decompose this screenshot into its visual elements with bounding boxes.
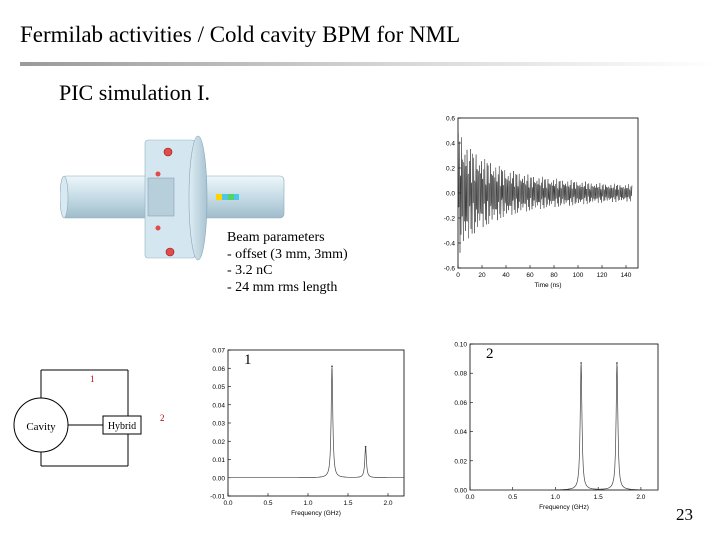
y-tick-label: 0.05 [212, 384, 225, 391]
x-tick-label: 20 [478, 272, 486, 279]
x-tick-label: 0 [456, 272, 460, 279]
y-tick-label: 0.00 [212, 475, 225, 482]
y-tick-label: 0.01 [212, 457, 225, 464]
cavity-symbol [13, 397, 69, 453]
bunch-2 [222, 194, 228, 200]
x-tick-label: 2.0 [383, 500, 392, 507]
x-tick-label: 140 [621, 272, 632, 279]
x-tick-label: 1.5 [343, 500, 352, 507]
beam-parameter-length: - 24 mm rms length [227, 279, 338, 295]
beam-parameters-heading: Beam parameters [227, 230, 325, 245]
hybrid-label: Hybrid [108, 421, 136, 432]
signal-trace [457, 133, 633, 253]
spectrum-peak [616, 362, 618, 364]
bunch-1 [216, 194, 222, 200]
slide-title: Fermilab activities / Cold cavity BPM fo… [20, 22, 461, 47]
x-tick-label: 100 [573, 272, 584, 279]
x-tick-label: 1.0 [551, 494, 560, 501]
y-tick-label: 0.6 [446, 116, 455, 123]
x-tick-label: 60 [526, 272, 534, 279]
cavity-flange [188, 135, 208, 261]
y-tick-label: 0.06 [454, 400, 467, 407]
y-tick-label: 0.2 [446, 166, 455, 173]
y-tick-label: 0.03 [212, 421, 225, 428]
y-tick-label: 0.04 [212, 402, 225, 409]
beam-parameter-charge: - 3.2 nC [227, 263, 273, 278]
x-axis-label: Time (ns) [534, 282, 561, 289]
spectrum-peak [331, 365, 333, 368]
y-tick-label: 0.10 [454, 342, 467, 349]
y-tick-label: 0.00 [454, 488, 467, 495]
plot-area [469, 343, 659, 491]
coupler-port [165, 247, 175, 257]
beam-parameters: Beam parameters - offset (3 mm, 3mm) - 3… [227, 230, 348, 296]
x-axis-label: Frequency (GHz) [291, 510, 341, 517]
coupler-port [155, 225, 161, 231]
x-tick-label: 0.5 [508, 494, 517, 501]
spectrum-chart-port-1: 0.070.060.050.040.030.020.010.00-0.010.0… [210, 348, 405, 517]
spectrum-chart-port-2: 0.10 0.08 0.06 0.04 0.02 0.000.0 0.5 1.0 1.5 2.0 F… [454, 342, 659, 511]
y-tick-label: 0.07 [212, 348, 225, 355]
plot-marker-label: 2 [486, 346, 494, 362]
pipe-end [60, 175, 69, 219]
y-tick-label: -0.6 [444, 266, 456, 273]
y-tick-label: 0.4 [446, 141, 455, 148]
spectrum-trace [470, 363, 658, 491]
cavity-hybrid-schematic: Cavity Hybrid 1 2 [13, 369, 165, 467]
y-tick-label: -0.01 [210, 494, 225, 501]
x-tick-label: 1.5 [594, 494, 603, 501]
time-domain-chart: 0.6 0.4 0.2 0.0 -0.2 -0.4 -0.60 20 40 60 80 100 120 1… [444, 116, 639, 289]
spectrum-peak [580, 362, 582, 364]
y-tick-label: 0.02 [212, 439, 225, 446]
coupler-port [155, 171, 161, 177]
cavity-label: Cavity [26, 421, 56, 433]
coupler-slot [147, 177, 175, 217]
y-tick-label: 0.04 [454, 429, 467, 436]
y-tick-label: -0.4 [444, 241, 456, 248]
bunch-4 [234, 194, 239, 200]
hybrid-symbol [102, 415, 142, 435]
y-tick-label: 0.02 [454, 458, 467, 465]
x-axis-label: Frequency (GHz) [539, 504, 589, 511]
x-tick-label: 80 [550, 272, 558, 279]
plot-area [227, 349, 405, 497]
x-tick-label: 1.0 [303, 500, 312, 507]
y-tick-label: 0.08 [454, 371, 467, 378]
page-number: 23 [676, 505, 693, 524]
bunch-3 [228, 194, 234, 200]
x-tick-label: 120 [597, 272, 608, 279]
x-tick-label: 0.5 [263, 500, 272, 507]
cavity-bpm-rendering [60, 135, 285, 261]
x-tick-label: 0.0 [223, 500, 232, 507]
spectrum-peak [364, 445, 367, 448]
coupler-port [163, 147, 173, 157]
x-tick-label: 40 [502, 272, 510, 279]
plot-marker-label: 1 [244, 352, 252, 368]
port-2-label: 2 [160, 413, 165, 423]
y-tick-label: 0.06 [212, 366, 225, 373]
port-1-label: 1 [90, 374, 95, 384]
spectrum-trace [228, 367, 404, 479]
x-tick-label: 0.0 [465, 494, 474, 501]
beam-parameter-offset: - offset (3 mm, 3mm) [227, 246, 348, 262]
slide-subtitle: PIC simulation I. [59, 80, 210, 105]
x-tick-label: 2.0 [636, 494, 645, 501]
y-tick-label: -0.2 [444, 216, 456, 223]
y-tick-label: 0.0 [446, 191, 455, 198]
title-divider [20, 62, 720, 66]
